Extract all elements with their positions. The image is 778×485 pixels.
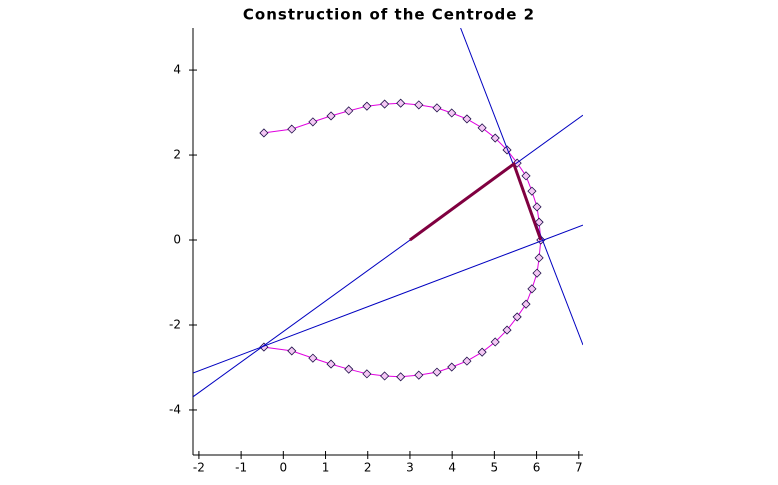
- diamond-marker: [447, 362, 457, 372]
- x-tick-label: 0: [280, 461, 288, 475]
- diamond-marker: [490, 133, 500, 143]
- x-tick-label: 5: [491, 461, 499, 475]
- diamond-marker: [259, 128, 269, 138]
- diamond-marker: [512, 312, 522, 322]
- diamond-marker: [380, 371, 390, 381]
- x-tick-label: 1: [322, 461, 330, 475]
- y-tick-label: 0: [173, 233, 181, 247]
- diamond-marker: [326, 359, 336, 369]
- x-tick-label: 3: [406, 461, 414, 475]
- diamond-marker: [447, 108, 457, 118]
- x-tick-label: 7: [575, 461, 583, 475]
- diamond-marker: [534, 253, 544, 263]
- x-tick-label: 6: [533, 461, 541, 475]
- diamond-marker: [462, 356, 472, 366]
- y-tick-label: 4: [173, 63, 181, 77]
- chart-title: Construction of the Centrode 2: [243, 6, 535, 24]
- y-tick-label: -4: [169, 402, 181, 416]
- diamond-marker: [477, 123, 487, 133]
- diamond-marker: [432, 367, 442, 377]
- diamond-marker: [534, 217, 544, 227]
- series-line: [409, 161, 543, 242]
- series-line: [193, 224, 583, 374]
- diamond-marker: [344, 106, 354, 116]
- series-line: [263, 102, 542, 378]
- diamond-marker: [521, 171, 531, 181]
- plot-area: [193, 28, 583, 398]
- diamond-marker: [477, 347, 487, 357]
- diamond-marker: [490, 337, 500, 347]
- y-tick-label: -2: [169, 317, 181, 331]
- diamond-marker: [532, 268, 542, 278]
- diamond-marker: [396, 98, 406, 108]
- diamond-marker: [380, 99, 390, 109]
- diamond-marker: [462, 114, 472, 124]
- x-tick-label: -2: [193, 461, 205, 475]
- diamond-marker: [527, 284, 537, 294]
- diamond-marker: [527, 186, 537, 196]
- diamond-marker: [396, 372, 406, 382]
- y-tick-label: 2: [173, 148, 181, 162]
- diamond-marker: [362, 101, 372, 111]
- x-tick-label: 2: [364, 461, 372, 475]
- diamond-marker: [344, 364, 354, 374]
- diamond-marker: [308, 117, 318, 127]
- diamond-marker: [414, 370, 424, 380]
- diamond-marker: [326, 111, 336, 121]
- diamond-marker: [502, 145, 512, 155]
- x-tick-label: -1: [235, 461, 247, 475]
- diamond-marker: [287, 346, 297, 356]
- diamond-marker: [287, 124, 297, 134]
- series-line: [193, 114, 583, 398]
- diamond-marker: [521, 299, 531, 309]
- x-tick-label: 4: [448, 461, 456, 475]
- diamond-marker: [502, 325, 512, 335]
- diamond-marker: [362, 369, 372, 379]
- diamond-marker: [432, 103, 442, 113]
- diamond-marker: [308, 353, 318, 363]
- diamond-marker: [414, 100, 424, 110]
- diamond-marker: [532, 202, 542, 212]
